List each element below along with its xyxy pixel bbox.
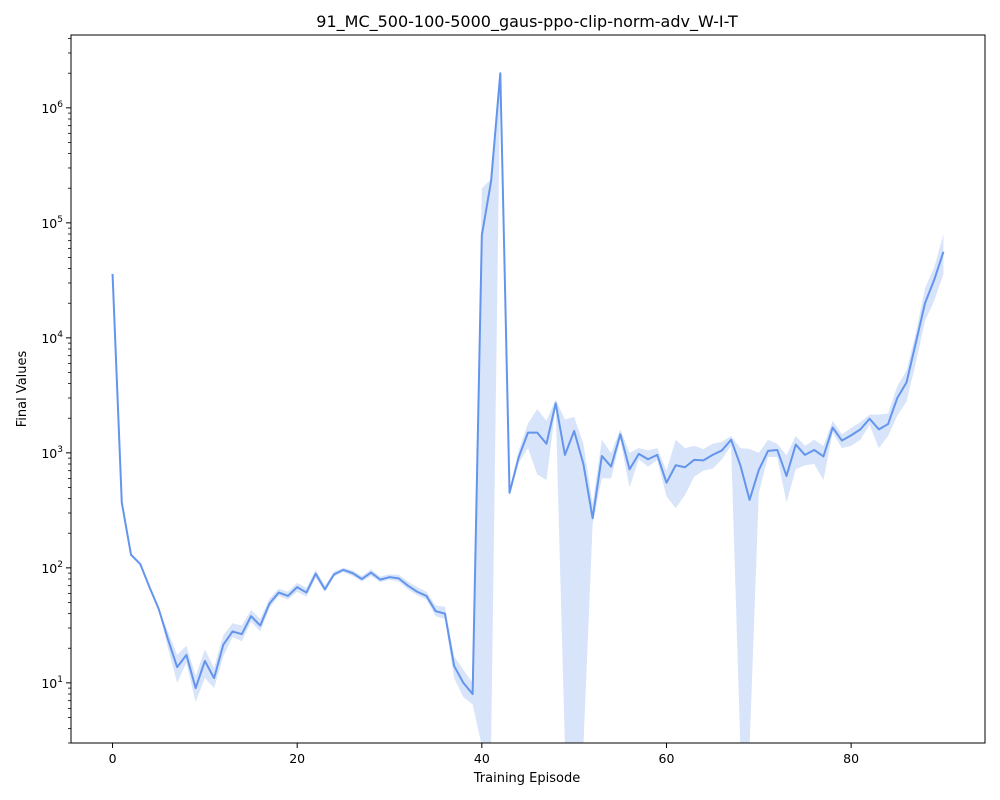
x-tick-label: 0 [109, 751, 117, 766]
x-tick-label: 20 [289, 751, 305, 766]
y-tick-label: 104 [41, 330, 63, 346]
x-axis-label: Training Episode [473, 771, 580, 786]
x-tick-label: 40 [474, 751, 490, 766]
chart-title: 91_MC_500-100-5000_gaus-ppo-clip-norm-ad… [316, 12, 738, 32]
y-axis-label: Final Values [15, 350, 30, 427]
x-axis: 0 20 40 60 80 [109, 743, 859, 766]
axes-frame [70, 34, 986, 744]
x-tick-label: 60 [659, 751, 675, 766]
y-axis: 101 102 103 104 105 106 [41, 38, 71, 744]
confidence-band [112, 70, 944, 743]
y-tick-label: 101 [41, 675, 63, 691]
y-tick-label: 103 [41, 445, 63, 461]
y-tick-label: 105 [41, 215, 63, 231]
y-tick-label: 106 [41, 100, 63, 116]
x-tick-label: 80 [843, 751, 859, 766]
plot-area [111, 70, 945, 743]
y-tick-label: 102 [41, 560, 63, 576]
series-line [111, 72, 945, 696]
